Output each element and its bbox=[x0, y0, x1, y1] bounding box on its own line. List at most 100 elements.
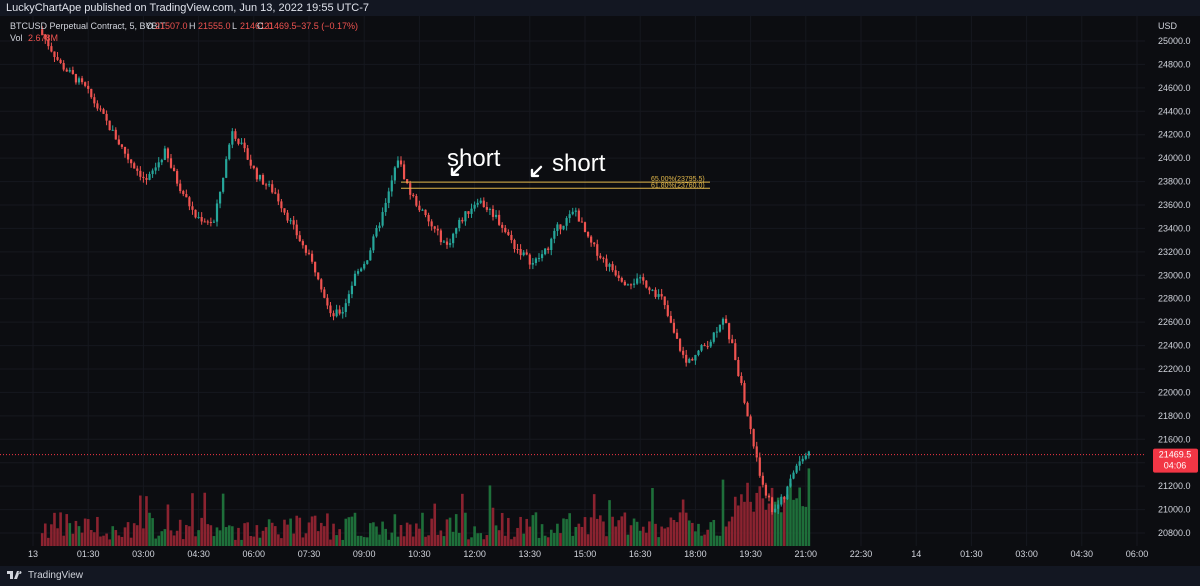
volume-bar bbox=[758, 486, 762, 546]
candle-body bbox=[798, 461, 801, 466]
volume-bar bbox=[464, 512, 467, 546]
candle-body bbox=[258, 175, 262, 180]
legend-o-label: O bbox=[146, 21, 153, 31]
volume-bar bbox=[145, 496, 148, 546]
publisher-text: LuckyChartApe published on TradingView.c… bbox=[6, 2, 370, 14]
y-tick-label: 24200.0 bbox=[1158, 130, 1191, 140]
candle-body bbox=[590, 236, 593, 243]
x-tick-label: 19:30 bbox=[739, 549, 762, 559]
candle-body bbox=[378, 225, 381, 228]
price-chart[interactable]: 65.00%(23795.5)61.80%(23760.0) short shor… bbox=[0, 16, 1200, 566]
volume-bar bbox=[740, 494, 743, 546]
x-tick-label: 13 bbox=[28, 549, 38, 559]
volume-bar bbox=[666, 527, 670, 546]
candle-body bbox=[151, 170, 154, 174]
volume-bar bbox=[114, 530, 118, 546]
volume-bar bbox=[120, 536, 124, 546]
candle-body bbox=[114, 129, 117, 140]
candle-body bbox=[387, 191, 390, 203]
candle-body bbox=[409, 183, 412, 195]
volume-bar bbox=[264, 527, 268, 546]
volume-bar bbox=[313, 515, 317, 546]
volume-bar bbox=[359, 535, 363, 546]
candle-body bbox=[682, 350, 685, 355]
volume-bar bbox=[188, 526, 191, 546]
volume-bar bbox=[436, 534, 440, 546]
candle-body bbox=[264, 184, 268, 186]
candle-body bbox=[295, 224, 298, 236]
candle-body bbox=[728, 323, 731, 340]
volume-bar bbox=[280, 538, 283, 546]
candle-body bbox=[80, 78, 84, 83]
candle-body bbox=[448, 243, 452, 245]
price-axis[interactable]: USD 25000.0 24800.0 24600.0 24400.0 24200.0 2… bbox=[1158, 21, 1191, 538]
volume-bar bbox=[479, 533, 483, 546]
candle-body bbox=[522, 252, 525, 256]
volume-bar bbox=[77, 526, 81, 546]
candle-body bbox=[292, 220, 295, 225]
volume-bar bbox=[611, 516, 614, 546]
volume-bars bbox=[40, 468, 811, 546]
candle-body bbox=[743, 383, 746, 403]
volume-bar bbox=[74, 520, 78, 546]
candle-body bbox=[427, 215, 430, 222]
candle-body bbox=[182, 191, 185, 195]
volume-bar bbox=[99, 536, 102, 546]
candle-body bbox=[482, 200, 485, 207]
volume-bar bbox=[111, 526, 115, 546]
volume-bar bbox=[580, 526, 584, 546]
volume-bar bbox=[83, 518, 87, 546]
candle-body bbox=[53, 51, 56, 58]
y-tick-label: 22600.0 bbox=[1158, 317, 1191, 327]
candles bbox=[41, 26, 810, 515]
candle-body bbox=[169, 158, 173, 168]
volume-bar bbox=[96, 516, 99, 546]
legend-c-label: C bbox=[257, 21, 264, 31]
volume-bar bbox=[681, 499, 685, 546]
x-tick-label: 10:30 bbox=[408, 549, 431, 559]
volume-bar bbox=[261, 530, 265, 546]
candle-body bbox=[724, 318, 728, 324]
volume-bar bbox=[577, 523, 581, 546]
candle-body bbox=[749, 416, 752, 430]
volume-bar bbox=[249, 535, 253, 546]
legend-o-value: 21507.0 bbox=[155, 21, 188, 31]
candle-body bbox=[212, 221, 216, 223]
candle-body bbox=[657, 294, 660, 297]
volume-bar bbox=[442, 536, 446, 546]
candle-body bbox=[59, 59, 62, 64]
volume-bar bbox=[378, 534, 381, 546]
volume-bar bbox=[525, 518, 529, 546]
brand-logo[interactable]: TradingView bbox=[6, 569, 83, 581]
time-axis[interactable]: 13 01:30 03:00 04:30 06:00 07:30 09:00 10:30 12:… bbox=[28, 549, 1148, 559]
candle-body bbox=[237, 138, 240, 144]
volume-bar bbox=[632, 518, 636, 546]
candle-body bbox=[519, 248, 522, 256]
candle-body bbox=[252, 165, 255, 169]
volume-bar bbox=[175, 530, 179, 546]
candle-body bbox=[430, 221, 433, 227]
candle-body bbox=[700, 345, 703, 351]
volume-bar bbox=[292, 533, 295, 546]
x-tick-label: 06:00 bbox=[243, 549, 266, 559]
annotations: short short bbox=[447, 145, 606, 178]
candle-body bbox=[277, 193, 280, 202]
volume-bar bbox=[773, 501, 777, 546]
candle-body bbox=[537, 258, 541, 260]
candle-body bbox=[767, 495, 771, 498]
candle-body bbox=[99, 108, 102, 110]
volume-bar bbox=[108, 539, 111, 546]
candle-body bbox=[338, 309, 341, 314]
candle-body bbox=[583, 222, 587, 233]
volume-bar bbox=[240, 539, 243, 546]
candle-body bbox=[415, 196, 418, 206]
volume-bar bbox=[234, 539, 237, 546]
volume-bar bbox=[307, 522, 311, 546]
volume-bar bbox=[160, 531, 164, 546]
y-tick-label: 23000.0 bbox=[1158, 270, 1191, 280]
volume-bar bbox=[743, 501, 746, 546]
volume-bar bbox=[776, 497, 780, 546]
candle-body bbox=[525, 252, 528, 255]
candle-body bbox=[304, 245, 308, 253]
volume-bar bbox=[473, 526, 476, 546]
